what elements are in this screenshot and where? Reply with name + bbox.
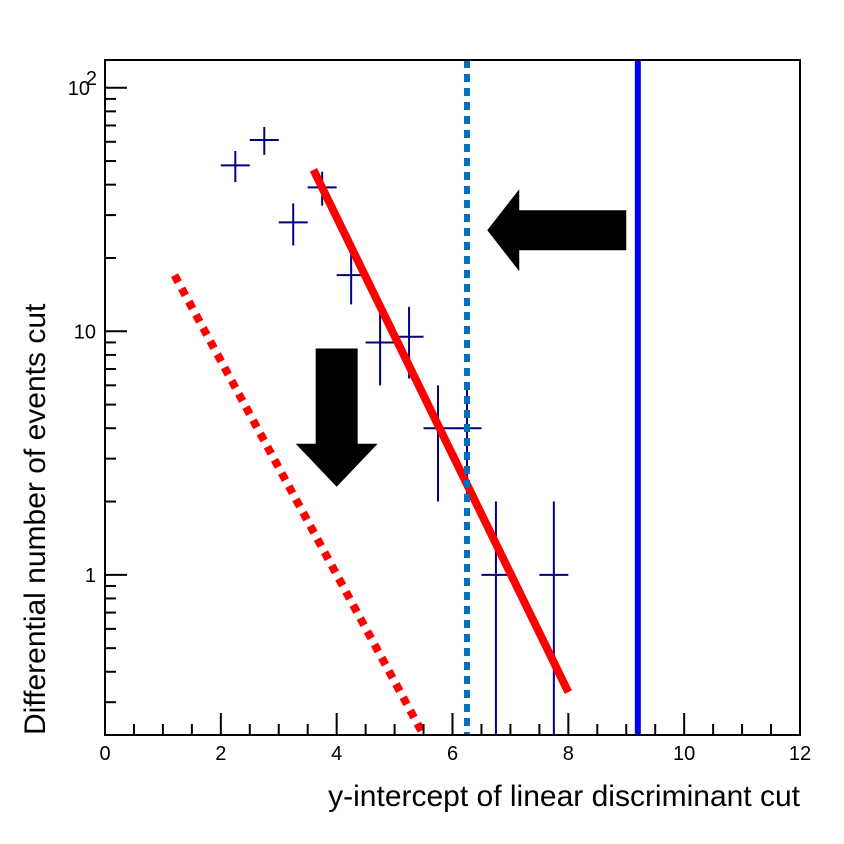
y-tick-label: 10 bbox=[68, 78, 90, 100]
data-point bbox=[278, 203, 308, 246]
red-dotted-fit-line bbox=[170, 273, 428, 737]
x-tick-label: 6 bbox=[447, 743, 458, 765]
red-solid-fit-line bbox=[309, 168, 572, 694]
data-point bbox=[365, 312, 395, 386]
y-axis-title: Differential number of events cut bbox=[19, 303, 52, 735]
x-tick-label: 0 bbox=[99, 743, 110, 765]
x-tick-label: 4 bbox=[331, 743, 342, 765]
y-tick-exponent: 2 bbox=[86, 68, 97, 90]
y-tick-label: 1 bbox=[85, 565, 96, 587]
y-tick-label: 10 bbox=[74, 321, 96, 343]
x-tick-label: 10 bbox=[673, 743, 695, 765]
down-arrow-annotation bbox=[295, 348, 378, 487]
x-tick-label: 8 bbox=[563, 743, 574, 765]
x-tick-label: 12 bbox=[789, 743, 811, 765]
x-tick-label: 2 bbox=[215, 743, 226, 765]
data-point bbox=[249, 126, 279, 155]
left-arrow-annotation bbox=[487, 189, 627, 272]
x-axis-title: y-intercept of linear discriminant cut bbox=[328, 780, 801, 813]
data-point bbox=[220, 150, 250, 183]
data-point bbox=[539, 501, 569, 735]
